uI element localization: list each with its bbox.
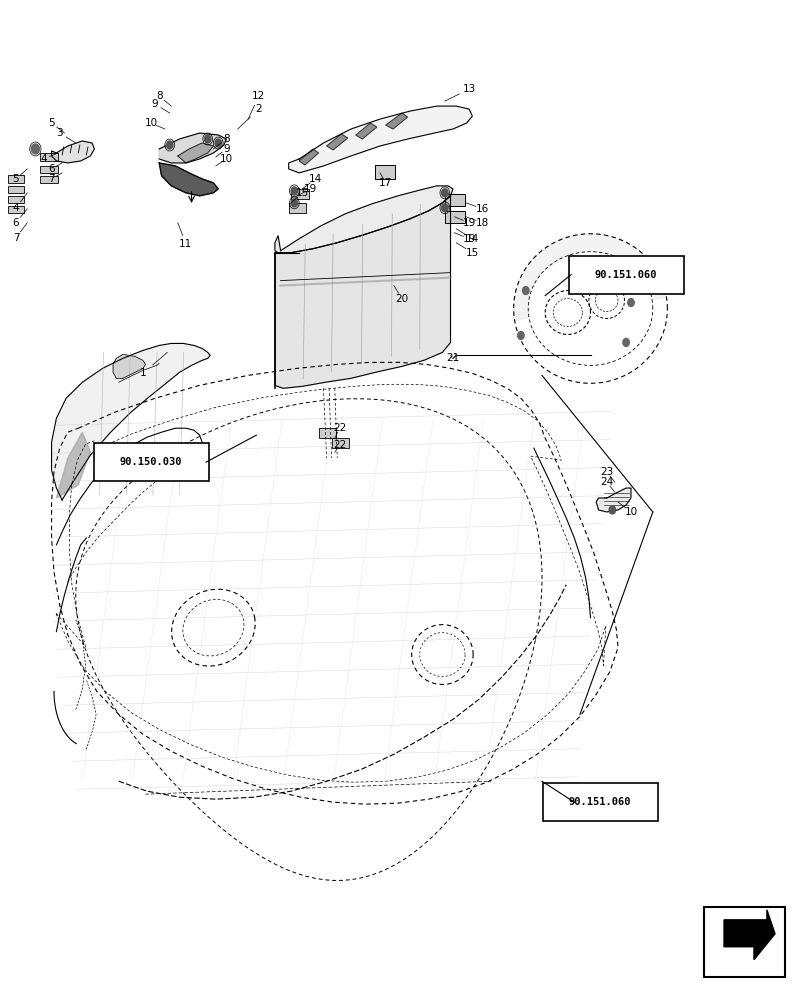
Text: 9: 9 (152, 99, 158, 109)
Polygon shape (159, 133, 226, 163)
Text: 4: 4 (13, 203, 19, 213)
Text: 90.151.060: 90.151.060 (569, 797, 631, 807)
Bar (290, 189, 308, 199)
Text: 19: 19 (462, 218, 475, 228)
Circle shape (522, 287, 528, 295)
Polygon shape (56, 432, 90, 498)
FancyBboxPatch shape (93, 443, 208, 481)
Text: 6: 6 (48, 164, 55, 174)
Circle shape (166, 141, 173, 149)
Bar (375, 165, 395, 179)
Polygon shape (275, 186, 453, 253)
Circle shape (608, 506, 615, 514)
Polygon shape (723, 910, 774, 960)
Polygon shape (178, 143, 213, 163)
Polygon shape (298, 149, 318, 165)
Polygon shape (385, 113, 407, 129)
Text: 23: 23 (599, 467, 612, 477)
Bar (8, 196, 24, 203)
Text: 5: 5 (48, 118, 55, 128)
Bar (444, 211, 465, 223)
Circle shape (517, 331, 524, 339)
Text: 14: 14 (466, 234, 478, 244)
Polygon shape (595, 488, 630, 512)
Bar (41, 166, 58, 173)
Text: 10: 10 (144, 118, 157, 128)
Polygon shape (113, 354, 145, 378)
Text: 90.150.030: 90.150.030 (120, 457, 182, 467)
Text: 17: 17 (379, 178, 392, 188)
Bar (318, 428, 336, 438)
Text: 11: 11 (179, 239, 192, 249)
Bar (8, 206, 24, 213)
Text: 21: 21 (446, 353, 459, 363)
Polygon shape (326, 134, 347, 150)
Text: 15: 15 (466, 248, 478, 258)
Text: 16: 16 (476, 204, 489, 214)
Bar (703, 907, 783, 977)
Text: 14: 14 (308, 174, 322, 184)
Text: 15: 15 (295, 188, 309, 198)
Circle shape (290, 199, 297, 207)
Polygon shape (288, 106, 472, 173)
Text: 9: 9 (223, 144, 230, 154)
Circle shape (215, 139, 221, 147)
Text: 90.151.060: 90.151.060 (594, 270, 657, 280)
Text: 4: 4 (40, 154, 47, 164)
Text: 6: 6 (13, 218, 19, 228)
Text: 18: 18 (476, 218, 489, 228)
Circle shape (627, 299, 633, 307)
Bar (288, 203, 306, 213)
Polygon shape (159, 163, 218, 196)
Text: 10: 10 (624, 507, 637, 517)
Polygon shape (51, 343, 210, 500)
Polygon shape (355, 123, 376, 139)
Bar (444, 194, 465, 206)
Circle shape (32, 144, 40, 154)
Text: 10: 10 (220, 154, 233, 164)
Bar (41, 176, 58, 183)
Bar (41, 153, 58, 161)
Bar (331, 438, 349, 448)
Circle shape (204, 135, 211, 143)
Text: 24: 24 (599, 477, 612, 487)
Circle shape (622, 338, 629, 346)
Polygon shape (275, 196, 450, 388)
Circle shape (441, 189, 448, 197)
Circle shape (290, 187, 297, 195)
Text: 1: 1 (139, 368, 146, 378)
Text: 19: 19 (462, 234, 475, 244)
Text: 5: 5 (13, 174, 19, 184)
Text: 8: 8 (223, 134, 230, 144)
Text: 2: 2 (255, 104, 262, 114)
Bar (8, 175, 24, 183)
Text: 22: 22 (333, 440, 345, 450)
Bar (8, 186, 24, 193)
Text: 7: 7 (48, 174, 55, 184)
Text: 13: 13 (462, 84, 475, 94)
Text: 7: 7 (13, 233, 19, 243)
Text: 12: 12 (251, 91, 265, 101)
FancyBboxPatch shape (568, 256, 683, 294)
Text: 3: 3 (56, 128, 63, 138)
Text: 22: 22 (333, 423, 345, 433)
Circle shape (441, 204, 448, 212)
FancyBboxPatch shape (542, 783, 657, 821)
Text: 20: 20 (395, 294, 408, 304)
Polygon shape (51, 141, 94, 163)
Polygon shape (513, 234, 666, 320)
Text: 19: 19 (303, 184, 317, 194)
Text: 8: 8 (156, 91, 162, 101)
